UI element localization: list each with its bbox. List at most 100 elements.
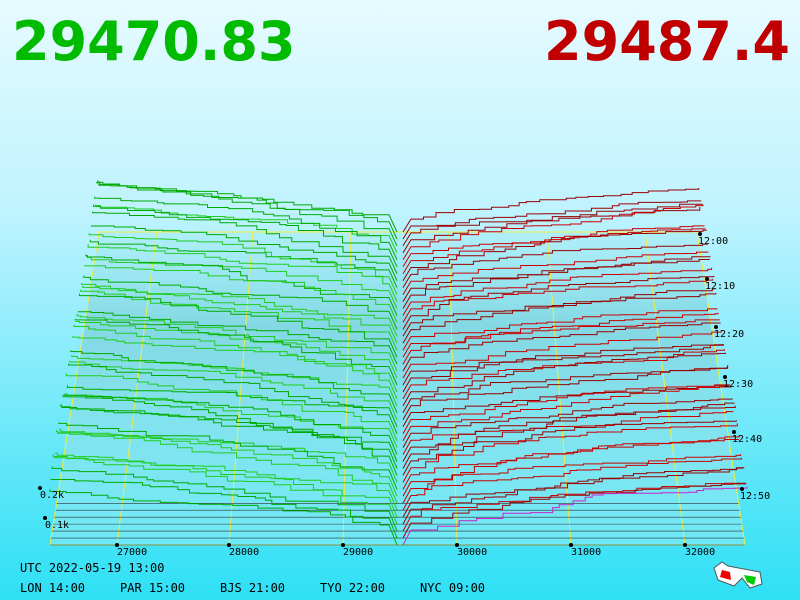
time-tick-label: 12:40 bbox=[732, 434, 762, 445]
time-ticks: 12:00 12:10 12:20 12:30 12:40 12:50 bbox=[698, 232, 770, 502]
ask-depth-line bbox=[402, 486, 748, 546]
city-clock: BJS 21:00 bbox=[220, 581, 285, 595]
tick-dot bbox=[714, 325, 718, 329]
ask-depth-line bbox=[402, 420, 737, 476]
bid-depth-line bbox=[87, 244, 398, 302]
floor bbox=[50, 232, 745, 545]
tick-dot bbox=[723, 375, 727, 379]
ask-depth-line bbox=[402, 405, 736, 469]
bid-depth-line bbox=[75, 321, 398, 379]
ask-depth-line bbox=[402, 384, 731, 434]
time-tick-label: 12:10 bbox=[705, 281, 735, 292]
bid-depth-line bbox=[96, 181, 398, 247]
ask-depth-line bbox=[402, 275, 715, 330]
city-clock: LON 14:00 bbox=[20, 581, 85, 595]
depth-lines bbox=[49, 180, 748, 546]
tick-dot bbox=[115, 543, 119, 547]
ask-depth-line bbox=[402, 467, 745, 525]
ask-depth-line bbox=[402, 344, 723, 386]
time-tick-label: 12:00 bbox=[698, 236, 728, 247]
bid-price: 29470.83 bbox=[12, 10, 296, 73]
city-clock: NYC 09:00 bbox=[420, 581, 485, 595]
city-clock: PAR 15:00 bbox=[120, 581, 185, 595]
bid-depth-line bbox=[56, 430, 398, 504]
ask-depth-line bbox=[402, 482, 746, 532]
bid-depth-line bbox=[95, 204, 398, 254]
ask-depth-line bbox=[402, 312, 719, 358]
ask-depth-line bbox=[402, 256, 711, 309]
city-clock: TYO 22:00 bbox=[320, 581, 385, 595]
bid-depth-line bbox=[50, 478, 398, 539]
bid-depth-line bbox=[71, 355, 398, 407]
bid-depth-line bbox=[57, 432, 398, 497]
tick-dot bbox=[732, 430, 736, 434]
ask-depth-line bbox=[402, 229, 707, 281]
bid-depth-line bbox=[78, 293, 398, 358]
tick-dot bbox=[227, 543, 231, 547]
tick-dot bbox=[38, 486, 42, 490]
bid-depth-line bbox=[68, 363, 398, 427]
ask-depth-line bbox=[402, 344, 724, 393]
ask-depth-line bbox=[402, 228, 706, 274]
ask-depth-line bbox=[402, 288, 715, 337]
tick-dot bbox=[43, 516, 47, 520]
bid-depth-line bbox=[58, 422, 398, 490]
ask-price: 29487.4 bbox=[544, 10, 790, 73]
bid-depth-line bbox=[53, 457, 398, 518]
bid-depth-line bbox=[88, 233, 398, 295]
ask-depth-line bbox=[402, 423, 738, 483]
bid-depth-line bbox=[60, 404, 398, 476]
ask-depth-line bbox=[402, 435, 740, 497]
price-tick-label: 31000 bbox=[571, 547, 601, 558]
price-guide bbox=[228, 231, 254, 546]
ask-depth-line bbox=[402, 322, 721, 372]
ask-depth-line bbox=[402, 251, 709, 295]
bid-depth-line bbox=[65, 373, 398, 441]
tick-dot bbox=[705, 277, 709, 281]
bid-depth-line bbox=[89, 239, 398, 288]
bid-depth-line bbox=[93, 204, 398, 268]
ask-depth-line bbox=[402, 467, 744, 518]
ask-depth-line bbox=[402, 385, 732, 441]
price-tick-label: 30000 bbox=[457, 547, 487, 558]
tick-dot bbox=[341, 543, 345, 547]
bid-depth-line bbox=[94, 196, 398, 261]
bid-depth-line bbox=[54, 452, 398, 511]
bid-depth-line bbox=[51, 466, 398, 532]
price-ticks: 27000 28000 29000 30000 31000 32000 bbox=[115, 543, 715, 558]
bid-depth-line bbox=[77, 311, 398, 365]
ask-depth-line bbox=[402, 349, 725, 400]
3d-glasses-button[interactable] bbox=[713, 561, 763, 589]
ask-depth-line bbox=[402, 457, 743, 511]
bid-depth-line bbox=[74, 319, 398, 386]
ask-depth-line bbox=[402, 398, 733, 448]
bid-depth-line bbox=[92, 211, 398, 274]
bid-depth-line bbox=[62, 395, 398, 462]
bid-depth-line bbox=[84, 265, 398, 323]
ask-depth-line bbox=[402, 454, 742, 504]
price-guide bbox=[448, 231, 458, 546]
ask-depth-line bbox=[402, 243, 708, 288]
ask-depth-line bbox=[402, 352, 726, 407]
time-tick-label: 12:50 bbox=[740, 491, 770, 502]
bid-depth-line bbox=[81, 283, 398, 344]
bid-depth-line bbox=[61, 406, 398, 469]
ask-depth-line bbox=[402, 225, 705, 268]
depth-tick-label: 0.1k bbox=[45, 520, 69, 531]
ask-depth-line bbox=[402, 204, 704, 261]
bid-depth-line bbox=[85, 254, 398, 316]
bid-depth-line bbox=[63, 394, 398, 455]
ask-depth-line bbox=[402, 483, 747, 539]
bid-depth-line bbox=[70, 350, 398, 413]
price-tick-label: 27000 bbox=[117, 547, 147, 558]
bid-depth-line bbox=[69, 360, 398, 420]
bid-depth-line bbox=[97, 180, 398, 240]
price-tick-label: 29000 bbox=[343, 547, 373, 558]
bid-depth-line bbox=[52, 454, 398, 525]
price-guide bbox=[546, 231, 572, 546]
tick-dot bbox=[683, 543, 687, 547]
price-guide bbox=[116, 231, 158, 546]
tick-dot bbox=[455, 543, 459, 547]
bid-depth-line bbox=[59, 428, 398, 483]
